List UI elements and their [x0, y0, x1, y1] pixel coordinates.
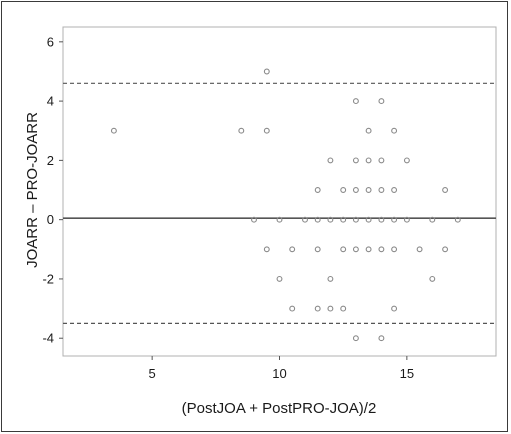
- data-point: [365, 187, 372, 193]
- data-point: [416, 246, 423, 253]
- data-point: [352, 187, 359, 193]
- data-point: [314, 246, 321, 253]
- data-point: [314, 187, 321, 193]
- x-tick-label: 10: [272, 366, 286, 381]
- data-point: [340, 305, 347, 312]
- data-point: [352, 216, 359, 223]
- data-point: [365, 157, 372, 164]
- data-point: [289, 305, 296, 312]
- data-point: [365, 127, 372, 134]
- data-point: [327, 275, 334, 282]
- data-point: [251, 216, 257, 223]
- y-tick-label: -4: [42, 331, 54, 346]
- data-point: [403, 216, 410, 223]
- data-point: [378, 335, 385, 342]
- data-point: [365, 246, 372, 253]
- data-point: [454, 216, 461, 223]
- data-point: [403, 157, 410, 164]
- y-tick-label: 2: [47, 153, 54, 168]
- data-point: [391, 127, 398, 134]
- data-point: [276, 275, 283, 282]
- y-axis-title: JOARR – PRO-JOARR: [24, 112, 41, 268]
- data-point: [429, 216, 436, 223]
- data-point: [391, 187, 398, 193]
- data-point: [263, 68, 270, 75]
- data-point: [340, 216, 347, 223]
- data-point: [352, 246, 359, 253]
- x-axis-title: (PostJOA + PostPRO-JOA)/2: [182, 400, 377, 417]
- y-tick-label: 0: [47, 212, 54, 227]
- data-point: [314, 216, 321, 223]
- data-point: [314, 305, 321, 312]
- data-point: [289, 246, 296, 253]
- data-point: [327, 305, 334, 312]
- data-point: [110, 127, 117, 134]
- data-point: [352, 335, 359, 342]
- data-point: [429, 275, 436, 282]
- data-point: [263, 127, 270, 134]
- data-point: [391, 216, 398, 223]
- data-point: [391, 246, 398, 253]
- data-point: [378, 157, 385, 164]
- y-tick-label: 4: [47, 94, 54, 109]
- data-point: [276, 216, 283, 223]
- plot-area: [62, 26, 497, 357]
- y-tick-label: -2: [42, 271, 54, 286]
- data-point: [391, 305, 398, 312]
- data-point: [442, 187, 449, 193]
- y-tick-label: 6: [47, 34, 54, 49]
- data-point: [327, 216, 334, 223]
- data-point: [378, 216, 385, 223]
- data-point: [327, 157, 334, 164]
- data-point: [263, 246, 270, 253]
- data-point: [238, 127, 245, 134]
- data-point: [352, 98, 359, 105]
- x-tick-label: 15: [400, 366, 414, 381]
- data-point: [378, 246, 385, 253]
- data-point: [378, 187, 385, 193]
- data-point: [365, 216, 372, 223]
- data-point: [378, 98, 385, 105]
- data-point: [340, 246, 347, 253]
- data-point: [442, 246, 449, 253]
- data-point: [302, 216, 308, 223]
- data-point: [352, 157, 359, 164]
- data-point: [340, 187, 347, 193]
- x-tick-label: 5: [149, 366, 156, 381]
